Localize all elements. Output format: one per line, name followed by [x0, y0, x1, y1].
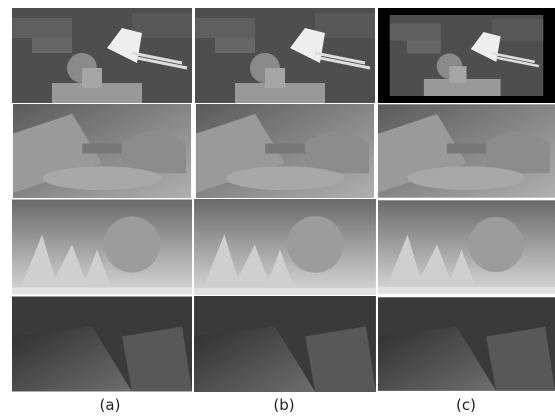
- figure: (a) (b) (c): [0, 0, 555, 416]
- image-grid: [12, 8, 555, 392]
- panel-label: (b): [273, 396, 294, 414]
- panel-label: (c): [456, 396, 476, 414]
- panel-label: (a): [100, 396, 121, 414]
